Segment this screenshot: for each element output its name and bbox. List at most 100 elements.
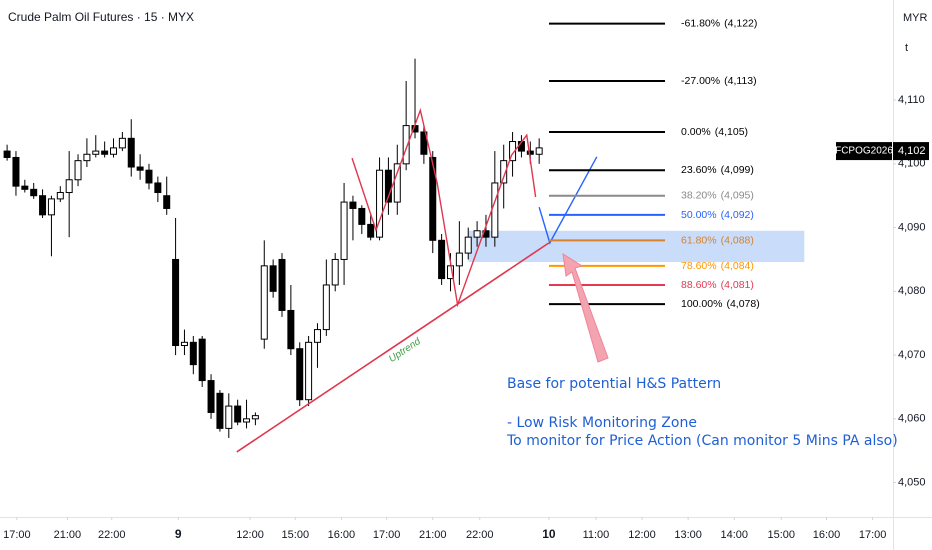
candle-body xyxy=(340,201,348,260)
fib-level: -27.00% xyxy=(681,75,720,87)
fib-price: (4,095) xyxy=(721,189,754,201)
candle-body xyxy=(21,185,29,190)
fib-level: 88.60% xyxy=(681,279,717,291)
arrow xyxy=(562,253,609,363)
last-price-box xyxy=(893,142,929,161)
fib-price: (4,078) xyxy=(726,298,759,310)
fib-label: 88.60% (4,081) xyxy=(681,279,754,291)
x-tick-label: 17:00 xyxy=(859,529,887,541)
candle-body xyxy=(473,230,481,238)
candle-body xyxy=(269,265,277,292)
fib-price: (4,081) xyxy=(721,279,754,291)
candle-body xyxy=(172,258,180,347)
fib-price: (4,084) xyxy=(721,260,754,272)
trendline-label: Uptrend xyxy=(387,336,423,365)
fib-price: (4,099) xyxy=(721,164,754,176)
x-tick-label: 15:00 xyxy=(282,529,310,541)
candle-body xyxy=(464,236,472,254)
candle-body xyxy=(509,141,517,162)
candle-body xyxy=(278,258,286,311)
candle-body xyxy=(313,329,321,343)
x-tick-label: 14:00 xyxy=(720,529,748,541)
fib-label: 23.60% (4,099) xyxy=(681,164,754,176)
candle-body xyxy=(92,150,100,155)
trendline xyxy=(236,242,550,453)
candle-body xyxy=(429,156,437,241)
fib-label: 50.00% (4,092) xyxy=(681,209,754,221)
candle-body xyxy=(198,338,206,382)
candle-body xyxy=(349,201,357,209)
candle-body xyxy=(438,239,446,280)
candle-body xyxy=(3,150,11,158)
fib-price: (4,092) xyxy=(721,209,754,221)
annotation: - Low Risk Monitoring Zone xyxy=(507,415,697,431)
candle-body xyxy=(118,137,126,149)
x-tick-label: 13:00 xyxy=(674,529,702,541)
symbol-tag-box xyxy=(836,142,892,161)
candle-body xyxy=(180,341,188,347)
x-tick-label: 12:00 xyxy=(236,529,264,541)
fib-level: 100.00% xyxy=(681,298,722,310)
fib-level: 61.80% xyxy=(681,234,717,246)
fib-level: 78.60% xyxy=(681,260,717,272)
candle-body xyxy=(145,169,153,184)
candle-body xyxy=(65,179,73,194)
candle-body xyxy=(402,125,410,165)
candle-body xyxy=(296,348,304,401)
candle-body xyxy=(243,418,251,423)
candle-body xyxy=(136,166,144,171)
candle-body xyxy=(420,131,428,155)
y-tick-label: 4,050 xyxy=(898,476,926,488)
x-tick-label: 16:00 xyxy=(328,529,356,541)
fib-price: (4,122) xyxy=(724,17,757,29)
y-tick-label: 4,070 xyxy=(898,349,926,361)
candle-body xyxy=(189,341,197,366)
candle-body xyxy=(287,309,295,350)
candle-body xyxy=(535,147,543,155)
fib-level: 23.60% xyxy=(681,164,717,176)
fib-level: 50.00% xyxy=(681,209,717,221)
x-tick-label: 12:00 xyxy=(628,529,656,541)
fib-label: 100.00% (4,078) xyxy=(681,298,760,310)
candle-body xyxy=(376,169,384,238)
fib-label: -61.80% (4,122) xyxy=(681,17,757,29)
annotation: To monitor for Price Action (Can monitor… xyxy=(506,433,898,449)
candle-body xyxy=(154,182,162,194)
x-tick-label: 11:00 xyxy=(583,529,610,541)
y-tick-label: 4,090 xyxy=(898,221,926,233)
candle-body xyxy=(163,195,171,209)
fib-label: -27.00% (4,113) xyxy=(681,75,757,87)
candle-body xyxy=(367,223,375,238)
last-price-label: 4,102 xyxy=(898,145,926,157)
x-tick-label: 9 xyxy=(175,527,182,541)
currency: MYR xyxy=(903,12,928,24)
x-tick-label: 17:00 xyxy=(3,529,31,541)
candle-body xyxy=(251,415,259,420)
candle-body xyxy=(207,380,215,413)
annotation: Base for potential H&S Pattern xyxy=(507,376,721,392)
x-tick-label: 21:00 xyxy=(419,529,447,541)
y-tick-label: 4,100 xyxy=(898,158,926,170)
x-tick-label: 16:00 xyxy=(813,529,841,541)
x-tick-label: 22:00 xyxy=(466,529,494,541)
fib-level: 0.00% xyxy=(681,126,711,138)
fib-price: (4,105) xyxy=(715,126,748,138)
pattern-line xyxy=(351,107,537,308)
candle-body xyxy=(526,150,534,155)
candle-body xyxy=(216,392,224,429)
candle-body xyxy=(101,150,109,155)
candle-body xyxy=(56,192,64,200)
symbol-tag: FCPOG2026 xyxy=(835,146,893,157)
candle-body xyxy=(384,169,392,203)
fib-label: 38.20% (4,095) xyxy=(681,189,754,201)
fib-level: 38.20% xyxy=(681,189,717,201)
candle-body xyxy=(12,156,20,187)
x-tick-label: 21:00 xyxy=(54,529,82,541)
x-tick-label: 15:00 xyxy=(767,529,795,541)
fib-price: (4,088) xyxy=(721,234,754,246)
fib-label: 0.00% (4,105) xyxy=(681,126,748,138)
y-tick-label: 4,060 xyxy=(898,413,926,425)
candle-body xyxy=(393,163,401,203)
candle-body xyxy=(500,160,508,184)
